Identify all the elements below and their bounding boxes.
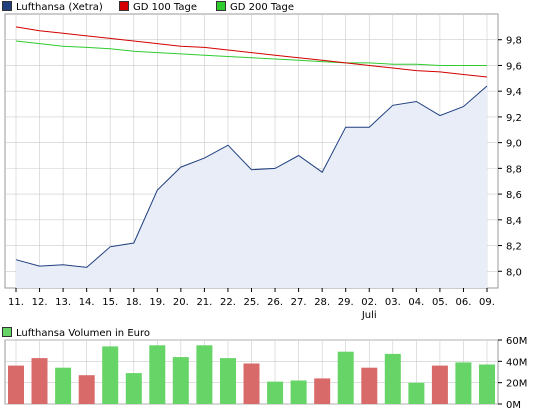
price-y-tick-label: 9,4 [506, 87, 522, 98]
price-x-tick-label: 11. [8, 297, 24, 308]
volume-bar [102, 346, 119, 404]
volume-bar [455, 362, 472, 404]
legend-item-price[interactable]: Lufthansa (Xetra) [2, 1, 103, 14]
price-x-tick-label: 22. [220, 297, 236, 308]
legend-label-volume: Lufthansa Volumen in Euro [16, 328, 150, 339]
volume-bar [267, 381, 284, 404]
legend: Lufthansa (Xetra) GD 100 Tage GD 200 Tag… [0, 0, 545, 339]
price-area [16, 86, 487, 288]
volume-bar [408, 382, 425, 404]
price-x-tick-label: 27. [291, 297, 307, 308]
volume-bar [196, 345, 213, 404]
volume-y-tick-label: 60M [506, 336, 527, 347]
legend-swatch-gd100 [119, 1, 129, 11]
price-y-tick-label: 8,2 [506, 242, 522, 253]
month-label: Juli [361, 310, 377, 321]
volume-bar [337, 351, 354, 404]
price-x-tick-label: 06. [455, 297, 471, 308]
volume-y-tick-label: 20M [506, 379, 527, 390]
price-x-tick-label: 20. [173, 297, 189, 308]
volume-bar [431, 365, 448, 404]
volume-bar [290, 380, 307, 404]
price-y-tick-label: 8,4 [506, 216, 522, 227]
legend-label-price: Lufthansa (Xetra) [16, 2, 103, 13]
price-y-tick-label: 9,8 [506, 36, 522, 47]
volume-bar [361, 367, 378, 404]
gd100-line [15, 26, 488, 78]
volume-bar [78, 375, 95, 404]
price-y-tick-label: 9,6 [506, 61, 522, 72]
volume-bar [55, 367, 72, 404]
price-y-tick-label: 8,6 [506, 190, 522, 201]
volume-y-tick-label: 40M [506, 357, 527, 368]
price-y-tick-label: 8,8 [506, 164, 522, 175]
volume-y-tick-label: 0M [506, 400, 521, 410]
price-y-tick-label: 9,2 [506, 113, 522, 124]
price-x-tick-label: 18. [126, 297, 142, 308]
volume-panel: 0M 20M 40M 60M [4, 336, 527, 410]
price-x-tick-label: 26. [267, 297, 283, 308]
volume-bar [384, 353, 401, 404]
price-x-tick-label: 12. [32, 297, 48, 308]
price-x-tick-label: 02. [361, 297, 377, 308]
volume-bar [125, 373, 142, 404]
volume-bar [479, 364, 495, 404]
price-x-tick-label: 15. [102, 297, 118, 308]
price-line [15, 85, 488, 268]
legend-item-gd100[interactable]: GD 100 Tage [119, 1, 197, 14]
price-x-tick-label: 03. [385, 297, 401, 308]
price-x-tick-label: 14. [79, 297, 95, 308]
price-y-tick-label: 8,0 [506, 267, 522, 278]
price-x-tick-label: 09. [479, 297, 495, 308]
volume-bar [220, 358, 236, 404]
legend-label-gd200: GD 200 Tage [230, 2, 294, 13]
legend-label-gd100: GD 100 Tage [133, 2, 197, 13]
legend-swatch-gd200 [216, 1, 226, 11]
volume-bar [8, 365, 24, 404]
gd200-line [15, 40, 487, 66]
price-x-tick-label: 21. [196, 297, 212, 308]
volume-bar [314, 378, 331, 404]
price-x-tick-label: 28. [314, 297, 330, 308]
price-x-tick-label: 05. [432, 297, 448, 308]
legend-swatch-volume [2, 327, 12, 337]
price-x-tick-label: 13. [55, 297, 71, 308]
volume-bar [243, 363, 260, 404]
legend-item-volume[interactable]: Lufthansa Volumen in Euro [2, 327, 150, 340]
price-x-tick-label: 04. [408, 297, 424, 308]
volume-bar [149, 345, 166, 404]
price-x-tick-label: 19. [149, 297, 165, 308]
price-y-tick-label: 9,0 [506, 139, 522, 150]
volume-bar [172, 357, 189, 404]
price-panel: 8,0 8,2 8,4 8,6 8,8 9,0 9,2 9,4 9,6 9,8 11. 12. 13. 1… [4, 13, 522, 321]
legend-item-gd200[interactable]: GD 200 Tage [216, 1, 294, 14]
volume-bar [31, 358, 48, 404]
price-x-tick-label: 29. [338, 297, 354, 308]
price-x-tick-label: 25. [244, 297, 260, 308]
legend-swatch-price [2, 1, 12, 11]
